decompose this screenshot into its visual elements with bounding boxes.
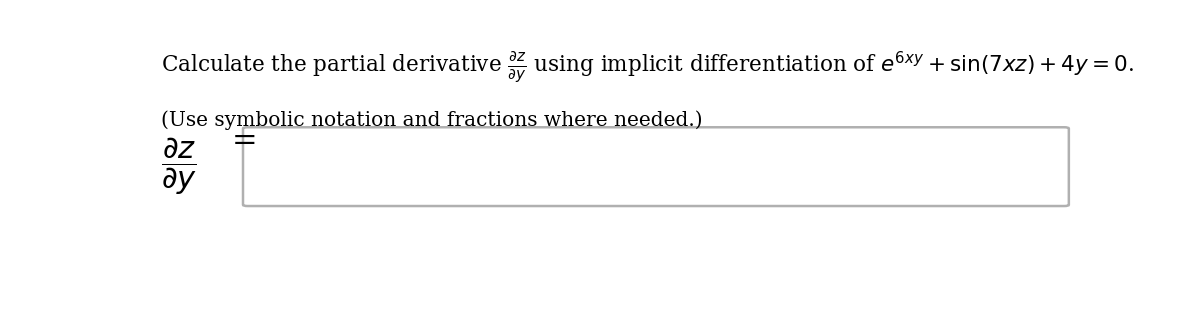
Text: $\dfrac{\partial z}{\partial y}$: $\dfrac{\partial z}{\partial y}$ <box>161 136 197 197</box>
Text: (Use symbolic notation and fractions where needed.): (Use symbolic notation and fractions whe… <box>161 111 703 130</box>
Text: =: = <box>232 126 258 157</box>
FancyBboxPatch shape <box>242 127 1069 206</box>
Text: Calculate the partial derivative $\frac{\partial z}{\partial y}$ using implicit : Calculate the partial derivative $\frac{… <box>161 50 1134 85</box>
